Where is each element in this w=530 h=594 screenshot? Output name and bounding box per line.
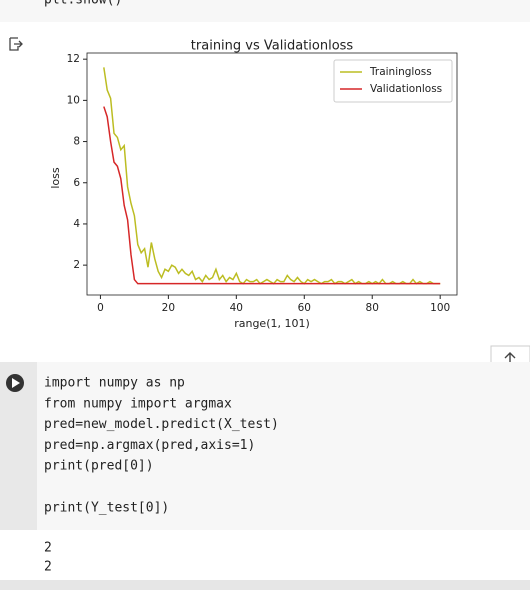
y-tick-label: 10 bbox=[67, 94, 80, 106]
output-icon bbox=[9, 37, 23, 51]
series-line bbox=[103, 106, 441, 285]
code-line: print(pred[0]) bbox=[44, 459, 154, 474]
output-lines: 22 bbox=[44, 541, 52, 575]
legend-label: Validationloss bbox=[370, 83, 442, 95]
x-tick-label: 60 bbox=[298, 302, 311, 314]
legend-box bbox=[333, 59, 453, 103]
x-tick-label: 100 bbox=[430, 302, 450, 314]
code-line: print(Y_test[0]) bbox=[44, 500, 169, 515]
code-line: import numpy as np bbox=[44, 376, 185, 391]
code-line: pred=np.argmax(pred,axis=1) bbox=[44, 438, 255, 453]
x-tick-label: 80 bbox=[366, 302, 379, 314]
prev-code: plt.show() bbox=[44, 0, 122, 8]
y-axis-label: loss bbox=[49, 167, 62, 189]
run-icon bbox=[12, 378, 20, 388]
y-tick-label: 2 bbox=[73, 259, 80, 271]
output-line: 2 bbox=[44, 560, 52, 575]
prev-cell-bg bbox=[0, 0, 530, 22]
code-cell-bg bbox=[0, 362, 530, 530]
y-tick-label: 4 bbox=[73, 218, 80, 230]
y-tick-label: 12 bbox=[67, 53, 80, 65]
legend-label: Trainingloss bbox=[369, 66, 432, 78]
bottom-bar bbox=[0, 580, 530, 590]
x-tick-label: 40 bbox=[230, 302, 243, 314]
output-line: 2 bbox=[44, 541, 52, 556]
y-tick-label: 8 bbox=[73, 136, 80, 148]
code-lines: import numpy as np from numpy import argm… bbox=[44, 376, 279, 516]
code-line: pred=new_model.predict(X_test) bbox=[44, 417, 279, 432]
x-tick-label: 0 bbox=[97, 302, 104, 314]
code-line: from numpy import argmax bbox=[44, 396, 232, 411]
chart-title: training vs Validationloss bbox=[191, 39, 354, 54]
series-line bbox=[103, 67, 441, 285]
plot: 0 20 40 60 80 100 2 4 6 8 10 12 Trainingloss Validati… bbox=[67, 53, 453, 314]
y-tick-label: 6 bbox=[73, 177, 80, 189]
x-tick-label: 20 bbox=[162, 302, 175, 314]
x-axis-label: range(1, 101) bbox=[234, 317, 310, 330]
